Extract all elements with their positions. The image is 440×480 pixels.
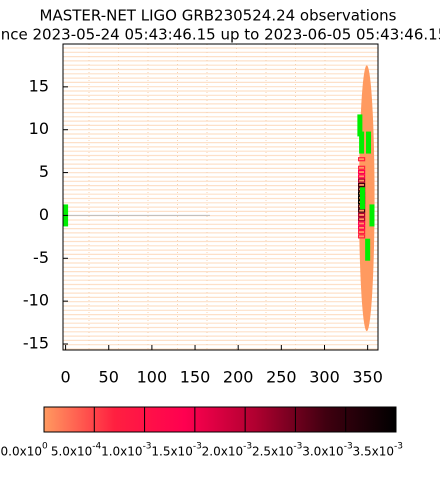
x-tick-label: 200	[223, 368, 254, 387]
observation	[369, 204, 375, 227]
colorbar-tick-label: 3.5x10	[353, 445, 394, 459]
probability-point	[358, 221, 366, 226]
y-tick-label: 15	[29, 76, 49, 95]
probability-point	[358, 182, 366, 188]
x-tick-label: 350	[352, 368, 383, 387]
colorbar-tick-exponent: -3	[293, 442, 302, 452]
colorbar	[43, 406, 397, 433]
colorbar-tick-exponent: -4	[92, 442, 101, 452]
x-tick-label: 0	[60, 368, 70, 387]
probability-point	[358, 217, 366, 222]
colorbar-tick-exponent: -3	[243, 442, 252, 452]
observation	[357, 114, 363, 137]
chart-title: MASTER-NET LIGO GRB230524.24 observation…	[40, 7, 397, 25]
y-tick-label: -5	[33, 248, 49, 267]
colorbar-tick-exponent: -3	[143, 442, 152, 452]
colorbar-tick-label: 3.0x10	[302, 445, 343, 459]
colorbar-tick-exponent: -3	[344, 442, 353, 452]
x-tick-label: 150	[180, 368, 211, 387]
probability-point	[358, 165, 366, 170]
probability-point	[358, 157, 366, 162]
plot-area	[63, 44, 378, 350]
colorbar-tick-exponent: -3	[193, 442, 202, 452]
observation	[366, 131, 372, 154]
y-tick-label: -10	[23, 291, 49, 310]
colorbar-tick-label: 0.0x10	[1, 445, 42, 459]
colorbar-tick-label: 2.5x10	[252, 445, 293, 459]
probability-point	[358, 169, 366, 175]
observation	[359, 131, 365, 154]
colorbar-tick-exponent: -3	[394, 442, 403, 452]
colorbar-tick-label: 5.0x10	[51, 445, 92, 459]
x-tick-label: 250	[266, 368, 297, 387]
y-tick-label: -15	[23, 334, 49, 353]
probability-point	[358, 225, 366, 230]
probability-point	[358, 212, 366, 218]
x-tick-label: 50	[99, 368, 119, 387]
plot-frame	[62, 43, 379, 351]
colorbar-tick-label: 1.5x10	[151, 445, 192, 459]
colorbar-tick-exponent: 0	[42, 442, 48, 452]
chart-subtitle: since 2023-05-24 05:43:46.15 up to 2023-…	[0, 26, 440, 44]
probability-point	[358, 178, 366, 183]
probability-point	[358, 229, 366, 235]
colorbar-tick-label: 2.0x10	[202, 445, 243, 459]
y-tick-label: 0	[39, 205, 49, 224]
colorbar-tick-label: 1.0x10	[101, 445, 142, 459]
observation	[359, 187, 365, 210]
observation	[365, 238, 371, 261]
probability-point	[358, 234, 366, 239]
y-tick-label: 5	[39, 162, 49, 181]
x-tick-label: 300	[309, 368, 340, 387]
y-tick-label: 10	[29, 119, 49, 138]
probability-point	[358, 174, 366, 179]
x-tick-label: 100	[137, 368, 168, 387]
